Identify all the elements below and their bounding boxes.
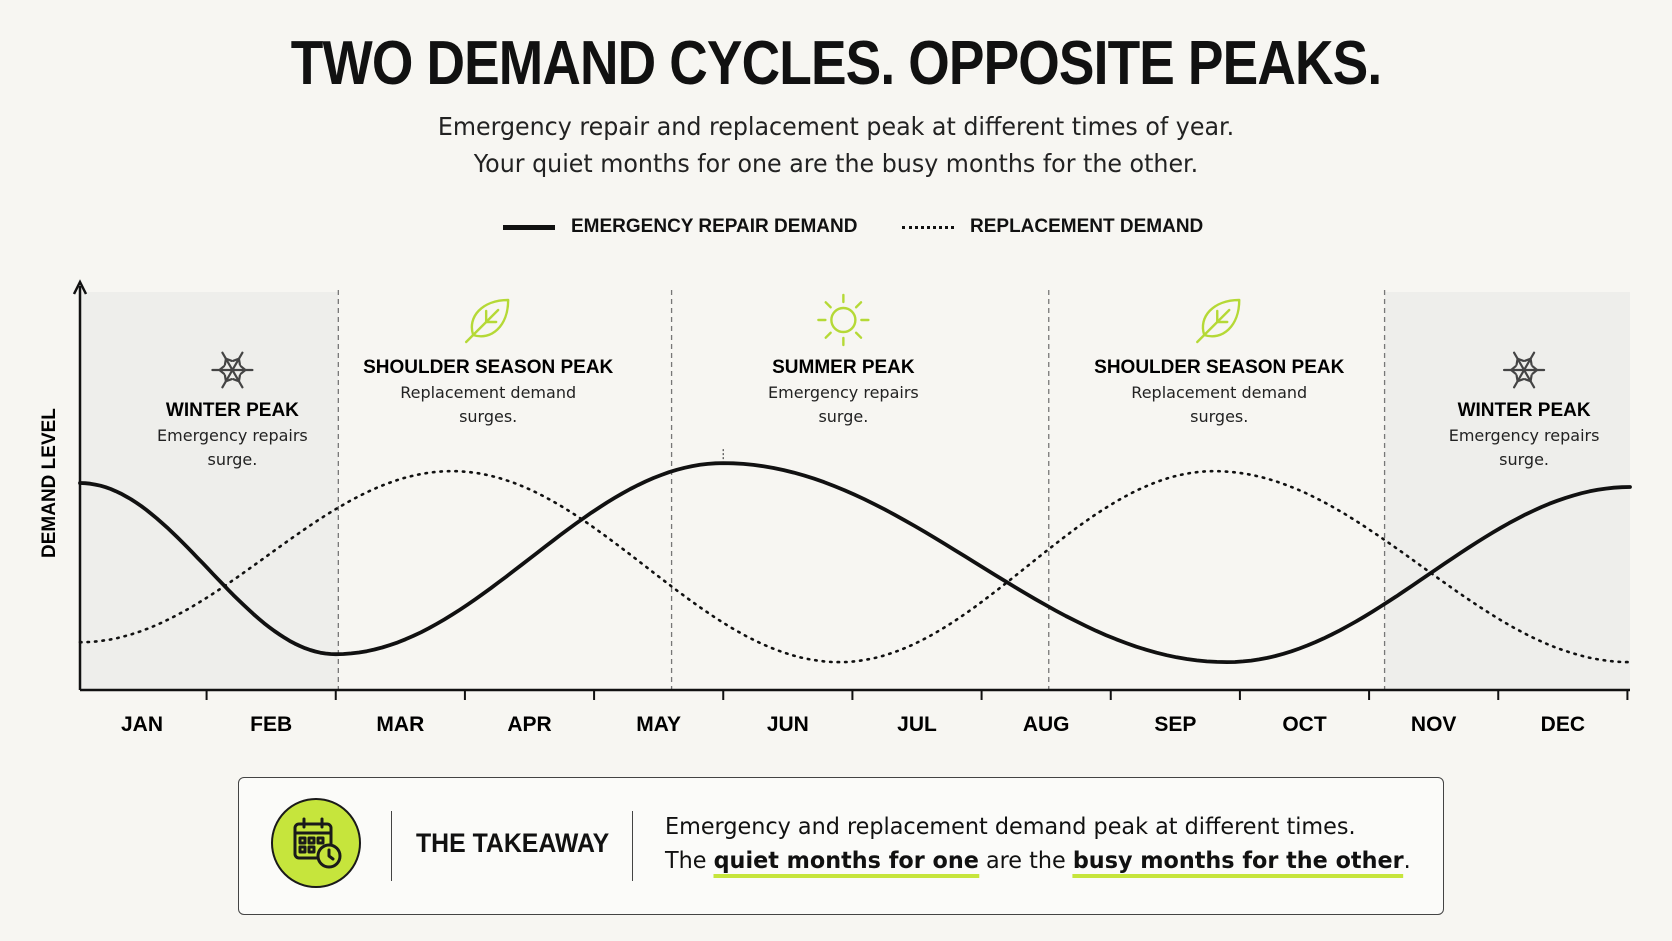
- legend-dotted-line-icon: [902, 225, 954, 229]
- takeaway-title: THE TAKEAWAY: [416, 828, 610, 858]
- highlight-busy: busy months for the other: [1072, 848, 1404, 878]
- annotation-text: Replacement demand: [1131, 383, 1307, 402]
- snowflake-branch: [223, 357, 233, 366]
- annotation-text: Replacement demand: [400, 383, 576, 402]
- leaf-outline: [470, 298, 510, 338]
- leaf-icon: [1196, 298, 1241, 344]
- annotation-text: Emergency repairs: [768, 383, 919, 402]
- x-tick-label: JUN: [767, 713, 809, 736]
- x-tick-label: MAY: [636, 713, 681, 736]
- sun-ray: [854, 331, 863, 339]
- y-axis-arrow-icon: [72, 279, 88, 295]
- takeaway-line-1: Emergency and replacement demand peak at…: [665, 814, 1356, 840]
- subtitle-line-2: Your quiet months for one are the busy m…: [473, 149, 1199, 178]
- takeaway-line-2-end: .: [1403, 848, 1411, 874]
- x-tick-label: FEB: [250, 713, 292, 736]
- x-tick-label: MAR: [376, 713, 424, 736]
- snowflake-branch: [1523, 374, 1533, 383]
- snowflake-branch: [1531, 365, 1539, 375]
- chart-legend: EMERGENCY REPAIR DEMAND REPLACEMENT DEMA…: [0, 214, 1672, 240]
- annotation-text: surge.: [818, 407, 868, 426]
- takeaway-text: Emergency and replacement demand peak at…: [665, 810, 1411, 878]
- x-tick-label: OCT: [1282, 713, 1327, 736]
- annotation-text: Emergency repairs: [157, 426, 308, 445]
- snowflake-branch: [217, 365, 226, 375]
- annotation-text: surge.: [1499, 450, 1549, 469]
- snowflake-branch: [1509, 365, 1517, 375]
- leaf-stem: [464, 308, 500, 344]
- legend-item-emergency: EMERGENCY REPAIR DEMAND: [503, 214, 857, 240]
- x-tick-label: AUG: [1023, 713, 1070, 736]
- annotation-text: surges.: [459, 407, 517, 426]
- snowflake-branch: [239, 365, 248, 375]
- x-tick-label: JAN: [121, 713, 163, 736]
- sun-ray: [824, 301, 832, 309]
- legend-label: REPLACEMENT DEMAND: [970, 216, 1204, 237]
- annotation-title: SHOULDER SEASON PEAK: [363, 357, 613, 378]
- leaf-outline: [1201, 298, 1241, 338]
- sun-icon: [817, 293, 870, 347]
- sun-ray: [854, 301, 863, 309]
- highlight-quiet: quiet months for one: [713, 848, 979, 878]
- x-tick-label: APR: [507, 713, 551, 736]
- snowflake-branch: [1515, 357, 1525, 366]
- snowflake-branch: [232, 357, 242, 366]
- page-subtitle: Emergency repair and replacement peak at…: [42, 108, 1630, 182]
- legend-label: EMERGENCY REPAIR DEMAND: [571, 216, 858, 237]
- annotation-title: WINTER PEAK: [166, 400, 299, 421]
- leaf-icon: [464, 298, 510, 344]
- x-tick-label: SEP: [1154, 713, 1196, 736]
- x-tick-label: JUL: [897, 713, 937, 736]
- sun-disc: [830, 306, 857, 334]
- takeaway-icon-badge: [271, 798, 361, 888]
- snowflake-icon: [1502, 351, 1546, 389]
- takeaway-box: THE TAKEAWAY Emergency and replacement d…: [238, 777, 1444, 915]
- emergency-repair-line: [78, 461, 1632, 664]
- annotation-title: WINTER PEAK: [1458, 400, 1591, 421]
- annotation-text: Emergency repairs: [1449, 426, 1600, 445]
- replacement-line: [78, 469, 1632, 664]
- takeaway-divider: [632, 811, 633, 881]
- takeaway-line-2-start: The: [665, 848, 707, 874]
- legend-solid-line-icon: [503, 224, 555, 230]
- snowflake-icon: [211, 351, 254, 389]
- takeaway-line-2-mid: are the: [985, 848, 1066, 874]
- y-axis-label: DEMAND LEVEL: [39, 408, 60, 558]
- snowflake-branch: [232, 374, 242, 383]
- annotation-title: SUMMER PEAK: [772, 357, 915, 378]
- snowflake-branch: [1523, 357, 1533, 366]
- annotation-text: surge.: [207, 450, 257, 469]
- takeaway-divider: [391, 811, 392, 881]
- page-title: TWO DEMAND CYCLES. OPPOSITE PEAKS.: [290, 29, 1382, 98]
- snowflake-branch: [223, 374, 233, 383]
- x-tick-label: NOV: [1411, 713, 1457, 736]
- subtitle-line-1: Emergency repair and replacement peak at…: [437, 112, 1235, 141]
- legend-item-replacement: REPLACEMENT DEMAND: [902, 214, 1203, 240]
- leaf-stem: [1196, 308, 1231, 344]
- annotation-text: surges.: [1190, 407, 1248, 426]
- sun-ray: [824, 331, 832, 339]
- snowflake-branch: [1515, 374, 1525, 383]
- annotation-title: SHOULDER SEASON PEAK: [1094, 357, 1344, 378]
- winter-shade: [80, 292, 339, 690]
- calendar-clock-icon: [293, 817, 342, 869]
- demand-chart: WINTER PEAK Emergency repairs surge. SHOULD…: [39, 279, 1632, 736]
- x-tick-label: DEC: [1541, 713, 1585, 736]
- takeaway-line-2: The quiet months for one are the busy mo…: [665, 844, 1411, 878]
